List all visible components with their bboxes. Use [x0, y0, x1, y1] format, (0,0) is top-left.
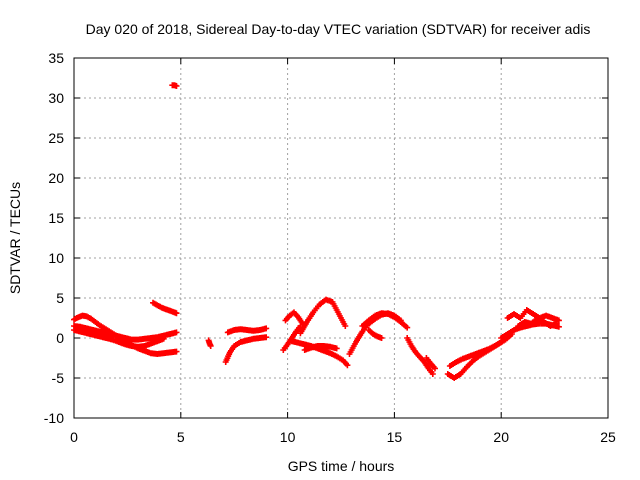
y-tick-label: 5 — [56, 290, 64, 306]
x-tick-label: 15 — [387, 429, 403, 445]
data-point-marks — [515, 315, 560, 329]
data-point-marks — [359, 310, 411, 331]
data-point-marks — [169, 82, 180, 89]
data-point-marks — [224, 325, 270, 336]
data-point-marks — [446, 339, 505, 369]
series-s17 — [404, 335, 436, 377]
plot-frame — [73, 57, 609, 419]
series-s6 — [205, 337, 214, 349]
series-s22 — [504, 307, 562, 324]
x-tick-label: 25 — [600, 429, 616, 445]
data-point-marks — [301, 343, 340, 353]
series-s20 — [446, 339, 505, 369]
series-s13 — [301, 343, 340, 353]
y-tick-label: -10 — [44, 410, 64, 426]
series-s4 — [150, 299, 180, 317]
data-point-marks — [150, 299, 180, 317]
data-layer — [71, 82, 562, 381]
y-tick-label: 30 — [48, 90, 64, 106]
data-point-marks — [71, 323, 180, 343]
y-tick-label: 15 — [48, 210, 64, 226]
y-tick-label: -5 — [52, 370, 65, 386]
y-tick-label: 0 — [56, 330, 64, 346]
y-axis-label: SDTVAR / TECUs — [7, 182, 23, 294]
x-tick-label: 20 — [493, 429, 509, 445]
series-s3 — [71, 327, 167, 350]
data-point-marks — [71, 327, 167, 350]
x-tick-label: 0 — [70, 429, 78, 445]
data-point-marks — [404, 335, 436, 377]
y-tick-label: 10 — [48, 250, 64, 266]
x-axis-label: GPS time / hours — [288, 458, 395, 474]
data-point-marks — [205, 337, 214, 349]
y-tick-label: 20 — [48, 170, 64, 186]
y-tick-label: 35 — [48, 50, 64, 66]
series-s23 — [515, 315, 560, 329]
series-s7 — [222, 334, 270, 365]
data-point-marks — [423, 355, 438, 372]
series-s11 — [288, 338, 351, 369]
grid-layer — [74, 58, 608, 418]
series-s2 — [71, 323, 180, 343]
data-point-marks — [504, 307, 562, 324]
series-s18 — [423, 355, 438, 372]
series-s10 — [282, 309, 306, 327]
series-s16 — [365, 327, 385, 341]
data-point-marks — [297, 296, 349, 337]
chart-title: Day 020 of 2018, Sidereal Day-to-day VTE… — [86, 21, 591, 37]
data-point-marks — [282, 309, 306, 327]
data-point-marks — [288, 338, 351, 369]
x-tick-label: 10 — [280, 429, 296, 445]
x-tick-label: 5 — [177, 429, 185, 445]
y-tick-label: 25 — [48, 130, 64, 146]
series-s15 — [359, 310, 411, 331]
series-s12 — [297, 296, 349, 337]
series-s5 — [169, 82, 180, 89]
series-s8 — [224, 325, 270, 336]
data-point-marks — [222, 334, 270, 365]
data-point-marks — [365, 327, 385, 341]
tick-layer: 0 5 10 15 20 25 -10 -5 0 5 10 15 20 25 30 35 — [44, 50, 616, 445]
